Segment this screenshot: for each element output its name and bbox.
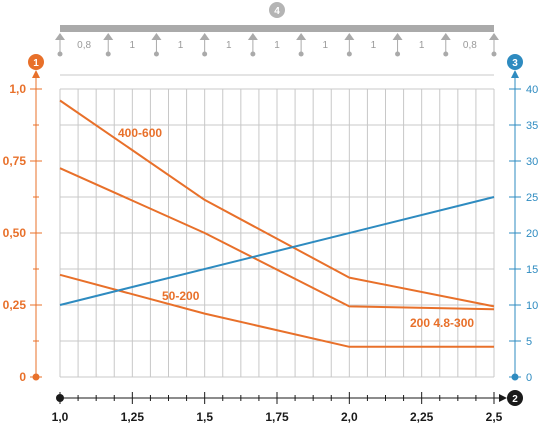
- span-label: 1: [371, 40, 377, 51]
- span-label: 1: [419, 40, 425, 51]
- support-dot: [491, 51, 497, 57]
- badge-left-axis-label: 1: [33, 58, 39, 69]
- right-axis-tick-label: 10: [526, 300, 538, 312]
- support-dot: [105, 51, 111, 57]
- beam-bar: [60, 25, 494, 32]
- beam-diagram: 4 0,8 1 1 1 1 1 1 1 0,8: [55, 2, 499, 57]
- series-line-50-200: [59, 273, 494, 348]
- right-axis-tick-label: 20: [526, 228, 538, 240]
- x-axis-tick-label: 1,75: [265, 410, 289, 424]
- span-label: 1: [274, 40, 280, 51]
- span-label: 0,8: [77, 40, 91, 51]
- left-axis-arrow: [32, 70, 40, 78]
- grid: [59, 74, 495, 378]
- right-axis-arrow: [511, 70, 519, 78]
- support-dot: [250, 51, 256, 57]
- left-axis-tick-label: 0,50: [3, 226, 27, 240]
- left-axis-tick-label: 1,0: [9, 82, 26, 96]
- support-triangle: [392, 33, 403, 40]
- x-axis-tick-label: 1,5: [196, 410, 213, 424]
- support-dot: [202, 51, 208, 57]
- series-lines: [59, 99, 495, 348]
- support-triangle: [199, 33, 210, 40]
- x-axis-tick-label: 2,0: [341, 410, 358, 424]
- badge-beam: [269, 2, 285, 18]
- support-dot: [57, 51, 63, 57]
- series-labels: 400-600 200 4.8-300 50-200: [118, 126, 474, 330]
- badge-right-axis: [507, 54, 523, 70]
- support-triangle: [440, 33, 451, 40]
- badge-right-axis-label: 3: [512, 58, 518, 69]
- support-dot: [298, 51, 304, 57]
- x-axis-tick-label: 1,0: [52, 410, 69, 424]
- support-dot: [153, 51, 159, 57]
- span-label: 1: [226, 40, 232, 51]
- left-axis-tick-label: 0: [19, 370, 26, 384]
- span-label: 1: [130, 40, 136, 51]
- support-triangle: [55, 33, 65, 40]
- support-triangle: [247, 33, 258, 40]
- badge-bottom-axis: [507, 390, 523, 406]
- support-dot: [443, 51, 449, 57]
- span-label: 1: [178, 40, 184, 51]
- support-triangle: [489, 33, 499, 40]
- span-label: 1: [322, 40, 328, 51]
- support-triangle: [344, 33, 355, 40]
- badge-beam-label: 4: [274, 6, 280, 17]
- x-axis-tick-label: 2,5: [486, 410, 503, 424]
- right-axis-tick-label: 0: [526, 372, 532, 384]
- x-axis-tick-label: 1,25: [121, 410, 145, 424]
- x-axis-tick-label: 2,25: [410, 410, 434, 424]
- series-label-50-200: 50-200: [162, 289, 200, 303]
- right-axis-tick-label: 5: [526, 336, 532, 348]
- right-axis-tick-label: 15: [526, 264, 538, 276]
- series-label-200-4-8-300: 200 4.8-300: [410, 316, 474, 330]
- x-axis-arrow: [499, 394, 507, 402]
- support-dot: [346, 51, 352, 57]
- badge-left-axis: [28, 54, 44, 70]
- series-label-400-600: 400-600: [118, 126, 162, 140]
- support-triangle: [103, 33, 114, 40]
- badge-bottom-axis-label: 2: [512, 394, 518, 405]
- series-line-200-4-8-300: [59, 167, 495, 311]
- left-axis-tick-label: 0,25: [3, 298, 27, 312]
- support-triangle: [296, 33, 307, 40]
- left-axis-tick-label: 0,75: [3, 154, 27, 168]
- right-axis-tick-label: 35: [526, 120, 538, 132]
- support-dot: [395, 51, 401, 57]
- right-axis-tick-label: 25: [526, 192, 538, 204]
- span-label: 0,8: [463, 40, 477, 51]
- right-axis-tick-label: 30: [526, 156, 538, 168]
- right-axis-tick-label: 40: [526, 84, 538, 96]
- series-line-400-600: [59, 99, 495, 308]
- series-line-right-axis: [59, 196, 495, 306]
- support-triangle: [151, 33, 162, 40]
